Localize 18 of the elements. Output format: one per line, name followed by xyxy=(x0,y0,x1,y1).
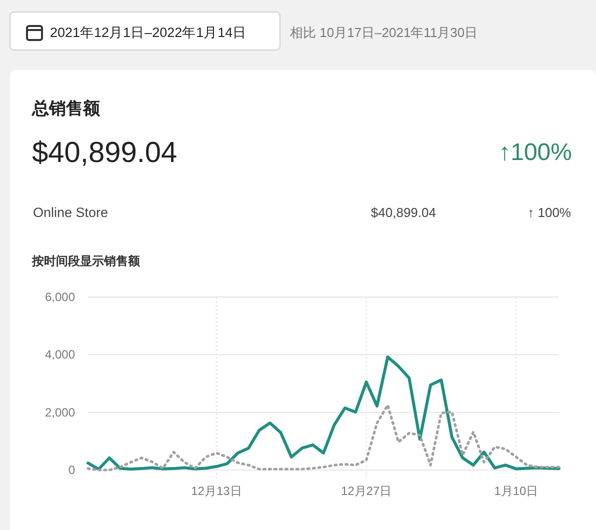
x-tick-label: 12月27日 xyxy=(340,484,392,498)
text: ↑ 100% xyxy=(528,205,572,220)
text: $40,899.04 xyxy=(32,137,178,169)
line-series xyxy=(86,355,560,471)
y-tick-label: 6,000 xyxy=(44,290,76,304)
text: Online Store xyxy=(33,205,108,220)
text: 相比 10月17日–2021年11月30日 xyxy=(290,25,478,40)
text: ↑100% xyxy=(498,139,572,166)
x-tick-label: 12月13日 xyxy=(191,484,242,498)
text: $40,899.04 xyxy=(370,205,436,220)
chart-title: 总销售额 xyxy=(31,99,101,118)
y-tick-label: 0 xyxy=(68,463,76,477)
x-tick-label: 1月10日 xyxy=(494,484,538,498)
line-series xyxy=(86,404,560,472)
y-tick-label: 2,000 xyxy=(44,405,76,420)
y-tick-label: 4,000 xyxy=(44,348,76,362)
text: 2021年12月1日–2022年1月14日 xyxy=(50,25,247,40)
chart-subtitle: 按时间段显示销售额 xyxy=(31,254,141,268)
